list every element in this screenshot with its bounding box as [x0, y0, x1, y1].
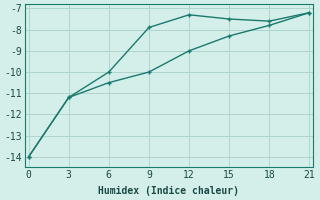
X-axis label: Humidex (Indice chaleur): Humidex (Indice chaleur)	[99, 186, 239, 196]
